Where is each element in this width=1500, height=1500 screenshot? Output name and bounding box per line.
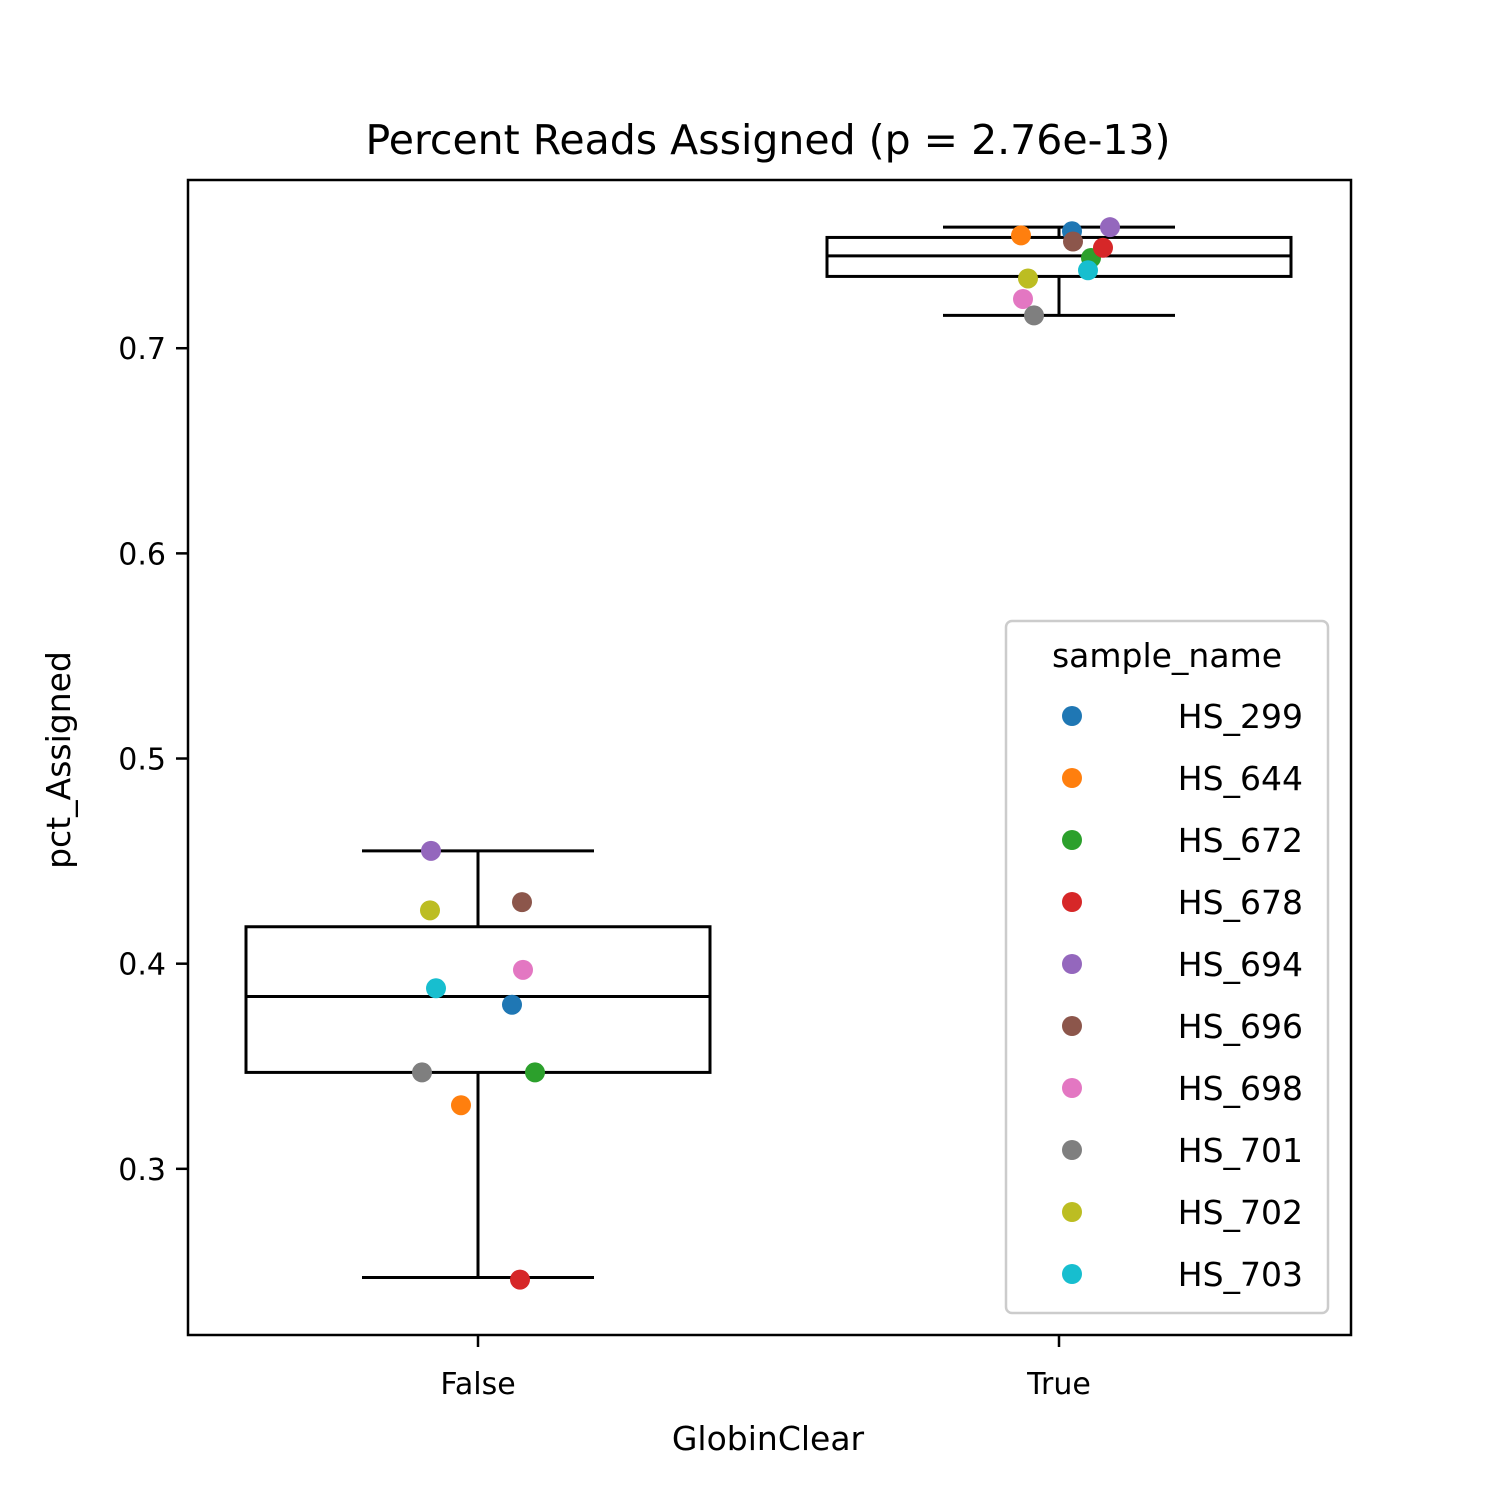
data-point [1024, 305, 1044, 326]
data-point [1100, 217, 1120, 238]
data-point [412, 1062, 432, 1083]
axes-layer: 0.3 0.4 0.5 0.6 0.7 False True [118, 178, 1353, 1402]
data-point [1063, 231, 1083, 252]
legend-label: HS_703 [1178, 1255, 1303, 1294]
data-point [512, 892, 532, 913]
data-point [525, 1062, 545, 1083]
x-tick-label: False [440, 1367, 515, 1402]
box-iqr [244, 925, 712, 1074]
data-point [421, 840, 441, 861]
data-point [1093, 237, 1113, 258]
data-point [1018, 268, 1038, 289]
data-point [420, 900, 440, 921]
y-tick-label: 0.3 [118, 1153, 166, 1188]
points-layer [412, 217, 1120, 1290]
data-point [1011, 225, 1031, 246]
y-axis-label: pct_Assigned [39, 651, 78, 869]
data-point [426, 978, 446, 999]
legend-marker [1062, 1140, 1082, 1160]
data-point [1078, 260, 1098, 281]
chart-title: Percent Reads Assigned (p = 2.76e-13) [365, 116, 1170, 164]
data-point [513, 959, 533, 980]
data-point [502, 994, 522, 1015]
legend-label: HS_701 [1178, 1131, 1303, 1170]
y-tick-label: 0.7 [118, 332, 166, 367]
boxes-layer [244, 225, 1293, 1280]
legend-marker [1062, 892, 1082, 912]
legend-marker [1062, 1016, 1082, 1036]
x-tick-label: True [1026, 1367, 1091, 1402]
legend-marker [1062, 830, 1082, 850]
legend-label: HS_678 [1178, 883, 1303, 922]
legend-title: sample_name [1052, 636, 1282, 675]
legend: sample_name HS_299 HS_644 HS_672 HS_678 HS_69… [1004, 619, 1330, 1315]
legend-marker [1062, 1202, 1082, 1222]
legend-frame [1004, 619, 1330, 1315]
legend-label: HS_696 [1178, 1007, 1303, 1046]
legend-label: HS_644 [1178, 759, 1303, 798]
data-point [1013, 288, 1033, 309]
legend-marker [1062, 1264, 1082, 1284]
x-axis-label: GlobinClear [672, 1419, 865, 1458]
legend-marker [1062, 706, 1082, 726]
legend-label: HS_672 [1178, 821, 1303, 860]
legend-marker [1062, 954, 1082, 974]
legend-marker [1062, 1078, 1082, 1098]
y-tick-label: 0.4 [118, 948, 166, 983]
y-tick-label: 0.5 [118, 743, 166, 778]
data-point [510, 1269, 530, 1290]
legend-label: HS_694 [1178, 945, 1303, 984]
y-tick-label: 0.6 [118, 537, 166, 572]
legend-label: HS_698 [1178, 1069, 1303, 1108]
data-point [451, 1095, 471, 1116]
legend-label: HS_299 [1178, 697, 1303, 736]
legend-label: HS_702 [1178, 1193, 1303, 1232]
legend-marker [1062, 768, 1082, 788]
